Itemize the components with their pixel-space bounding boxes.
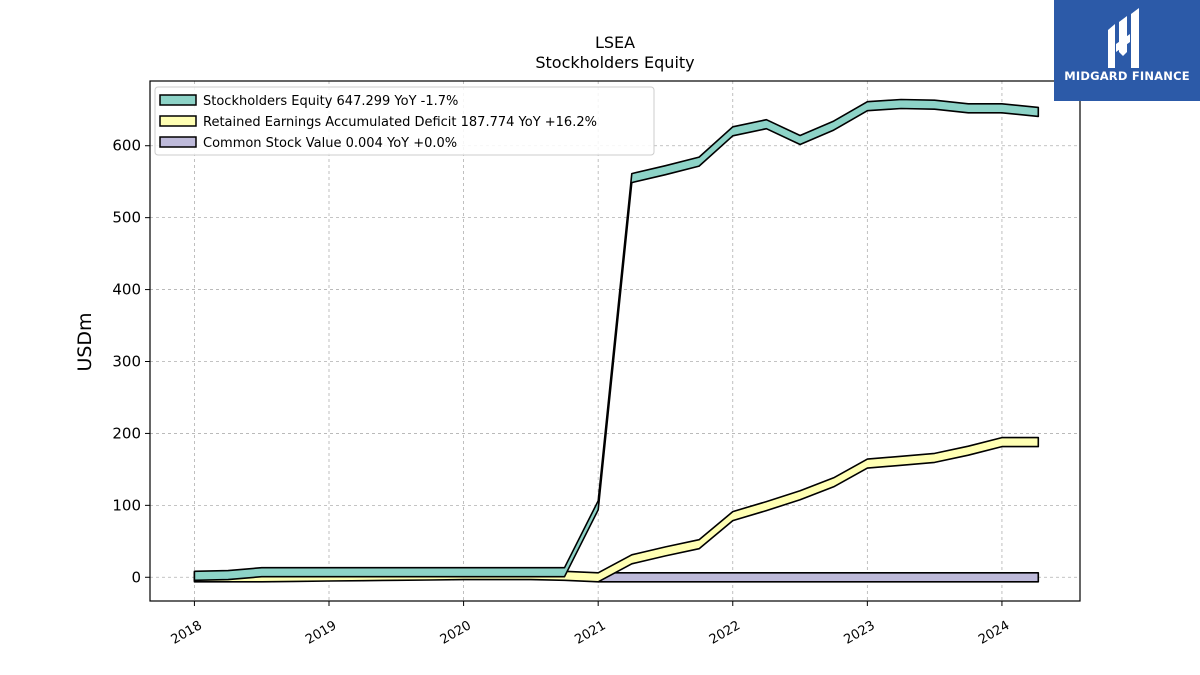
x-tick-label: 2021 <box>572 618 608 648</box>
x-tick-label: 2018 <box>169 618 205 648</box>
x-tick-label: 2019 <box>303 618 339 648</box>
series-layer <box>193 98 1040 583</box>
chart-title: LSEA <box>595 33 635 52</box>
legend-label: Stockholders Equity 647.299 YoY -1.7% <box>203 94 458 109</box>
y-tick-label: 400 <box>112 281 141 299</box>
series-common-stock-value <box>597 572 1040 583</box>
y-tick-label: 500 <box>112 209 141 227</box>
y-tick-label: 0 <box>131 568 141 586</box>
y-tick-label: 300 <box>112 352 141 370</box>
x-tick-label: 2024 <box>976 618 1012 648</box>
legend-swatch <box>159 115 197 127</box>
y-tick-label: 100 <box>112 496 141 514</box>
x-tick-label: 2023 <box>842 618 878 648</box>
legend-swatch <box>159 136 197 148</box>
legend-box <box>154 86 655 156</box>
y-axis-label: USDm <box>74 312 96 371</box>
legend: Stockholders Equity 647.299 YoY -1.7% Ret… <box>154 86 655 156</box>
y-tick-label: 600 <box>112 137 141 155</box>
axes: 0 100 200 300 400 500 600 2018 2019 2020 2021 2022 2… <box>112 137 1012 648</box>
series-stockholders-equity <box>193 98 1040 582</box>
legend-swatch <box>159 94 197 106</box>
chart-subtitle: Stockholders Equity <box>535 53 694 72</box>
series-retained-earnings-accumulated-deficit <box>193 436 1040 583</box>
logo-text: MIDGARD FINANCE <box>1064 69 1190 83</box>
legend-label: Retained Earnings Accumulated Deficit 18… <box>203 115 597 130</box>
y-tick-label: 200 <box>112 424 141 442</box>
plot-frame <box>149 80 1081 602</box>
logo-mark-icon <box>1108 8 1139 68</box>
x-tick-label: 2022 <box>707 618 743 648</box>
legend-label: Common Stock Value 0.004 YoY +0.0% <box>203 136 457 151</box>
x-tick-label: 2020 <box>438 618 474 648</box>
brand-logo: MIDGARD FINANCE <box>1054 0 1200 101</box>
